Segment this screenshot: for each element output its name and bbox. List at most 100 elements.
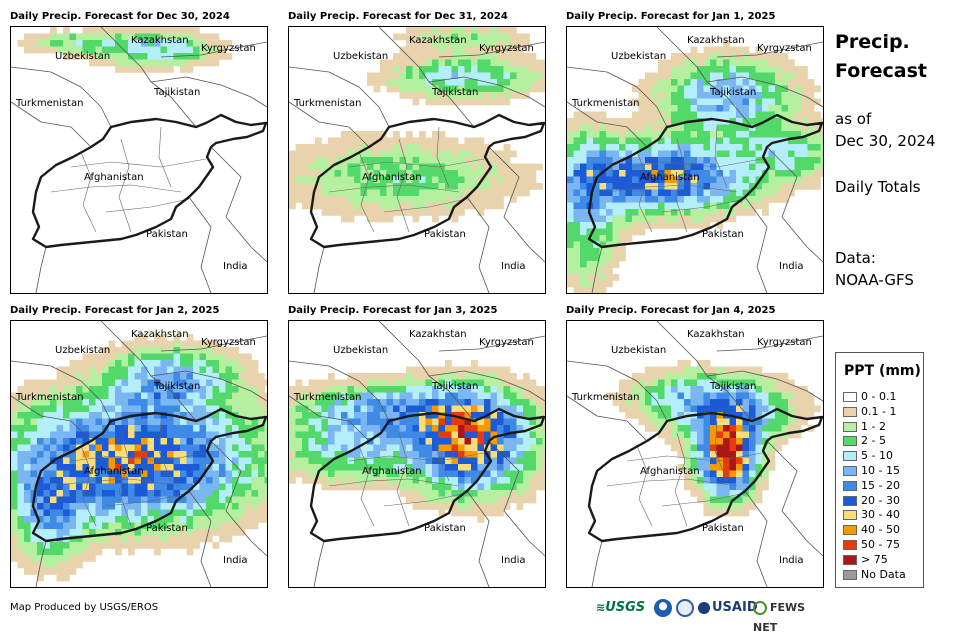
precip-cell xyxy=(820,137,823,145)
precip-cell xyxy=(742,163,750,171)
precip-cell xyxy=(781,150,789,158)
precip-cell xyxy=(736,144,743,151)
precip-cell xyxy=(50,477,57,484)
precip-cell xyxy=(225,53,233,60)
precip-cell xyxy=(432,425,439,432)
precip-cell xyxy=(510,379,517,387)
country-border xyxy=(567,360,668,422)
precip-cell xyxy=(458,425,465,432)
precip-cell xyxy=(258,503,265,510)
precip-cell xyxy=(484,144,491,151)
precip-cell xyxy=(445,209,452,216)
precip-cell xyxy=(658,366,665,374)
precip-cell xyxy=(710,509,717,517)
legend-label: No Data xyxy=(861,567,906,581)
precip-cell xyxy=(586,248,594,255)
precip-cell xyxy=(497,157,504,164)
precip-cell xyxy=(11,496,18,504)
precip-cell xyxy=(50,490,57,497)
precip-cell xyxy=(458,399,465,406)
precip-cell xyxy=(510,27,517,34)
precip-cell xyxy=(412,59,420,67)
precip-cell xyxy=(458,418,465,426)
precip-cell xyxy=(89,53,96,60)
precip-cell xyxy=(658,98,665,106)
precip-cell xyxy=(360,470,368,478)
precip-cell xyxy=(302,418,309,426)
precip-cell xyxy=(180,40,187,47)
precip-cell xyxy=(238,425,246,432)
legend-swatch xyxy=(843,525,857,536)
precip-cell xyxy=(445,163,452,171)
precip-cell xyxy=(373,189,381,197)
precip-cell xyxy=(658,386,665,393)
precip-cell xyxy=(193,405,200,413)
panel-title-3: Daily Precip. Forecast for Jan 1, 2025 xyxy=(566,11,776,22)
precip-cell xyxy=(302,157,309,164)
precip-cell xyxy=(567,235,574,242)
precip-cell xyxy=(334,444,342,452)
precip-cell xyxy=(703,189,711,197)
precip-map-svg xyxy=(11,321,267,587)
precip-cell xyxy=(367,170,374,177)
precip-cell xyxy=(703,496,711,504)
precip-cell xyxy=(69,418,77,426)
precip-cell xyxy=(573,170,581,177)
precip-cell xyxy=(432,418,439,426)
precip-cell xyxy=(308,412,316,419)
precip-cell xyxy=(264,379,267,387)
precip-cell xyxy=(373,418,381,426)
precip-cell xyxy=(599,215,607,223)
precip-cell xyxy=(814,131,821,138)
precip-cell xyxy=(723,431,730,439)
precip-cell xyxy=(380,157,387,164)
precip-cell xyxy=(593,202,600,210)
precip-cell xyxy=(147,366,155,374)
precip-cell xyxy=(76,360,83,367)
precip-cell xyxy=(438,163,446,171)
precip-cell xyxy=(567,118,574,125)
panel-title-5: Daily Precip. Forecast for Jan 3, 2025 xyxy=(288,305,498,316)
precip-cell xyxy=(729,425,737,432)
precip-cell xyxy=(199,379,207,387)
precip-cell xyxy=(334,196,342,203)
precip-cell xyxy=(367,202,374,210)
precip-cell xyxy=(632,124,639,132)
precip-cell xyxy=(690,392,698,400)
precip-cell xyxy=(716,457,724,465)
precip-cell xyxy=(477,392,485,400)
precip-cell xyxy=(154,405,161,413)
province-border xyxy=(348,158,485,168)
precip-cell xyxy=(251,496,259,504)
precip-cell xyxy=(606,254,613,262)
precip-cell xyxy=(50,496,57,504)
precip-cell xyxy=(425,405,433,413)
precip-cell xyxy=(490,85,498,93)
precip-cell xyxy=(295,189,303,197)
precip-cell xyxy=(134,529,142,536)
precip-cell xyxy=(11,509,18,517)
precip-cell xyxy=(43,470,51,478)
precip-cell xyxy=(723,451,730,458)
precip-cell xyxy=(755,183,763,190)
precip-cell xyxy=(490,490,498,497)
precip-cell xyxy=(775,98,782,106)
precip-cell xyxy=(742,144,750,151)
precip-cell xyxy=(710,124,717,132)
precip-cell xyxy=(147,53,155,60)
precip-cell xyxy=(30,548,38,556)
precip-cell xyxy=(360,189,368,197)
precip-cell xyxy=(399,373,407,380)
precip-cell xyxy=(115,412,122,419)
precip-cell xyxy=(167,438,174,445)
precip-cell xyxy=(134,379,142,387)
precip-cell xyxy=(516,33,524,41)
precip-cell xyxy=(762,59,769,67)
precip-cell xyxy=(367,150,374,158)
precip-cell xyxy=(671,137,678,145)
precip-cell xyxy=(775,72,782,80)
precip-cell xyxy=(173,509,181,517)
precip-cell xyxy=(458,66,465,73)
precip-cell xyxy=(134,53,142,60)
precip-cell xyxy=(723,373,730,380)
